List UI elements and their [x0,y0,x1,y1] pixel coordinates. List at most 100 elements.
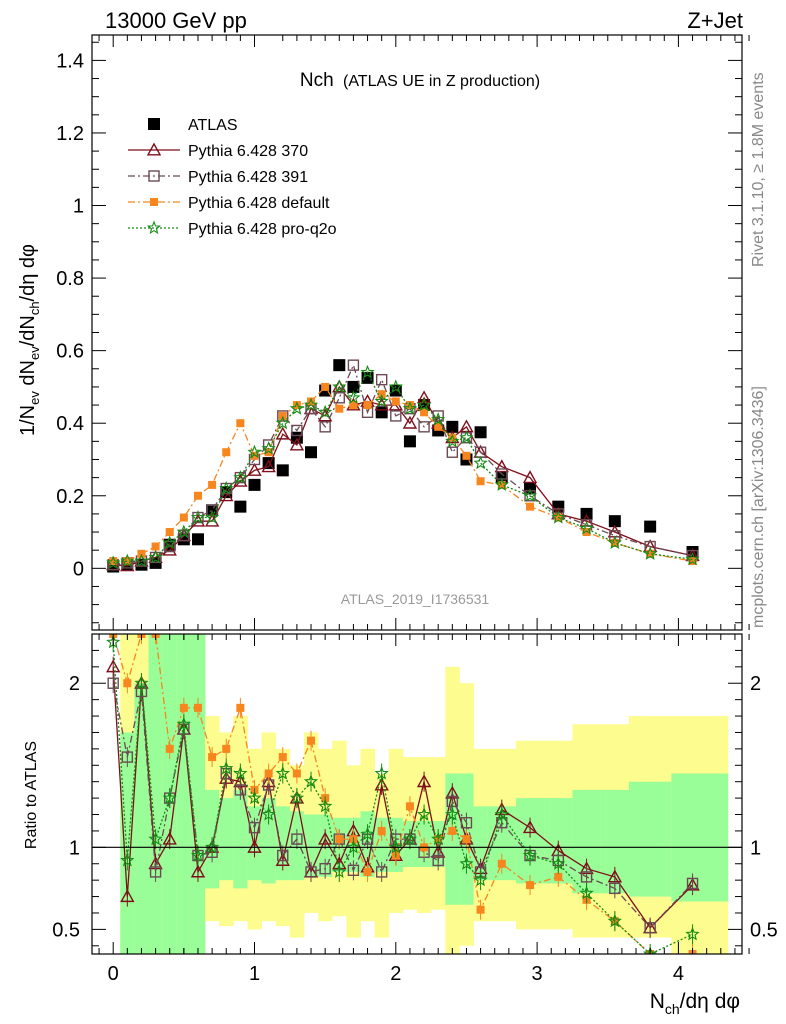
ratio-point-pythia-6-428-default [377,826,386,835]
x-tick-label: 3 [532,963,543,985]
ratio-point-pythia-6-428-pro-q2o [579,885,594,900]
ratio-point-pythia-6-428-pro-q2o [642,946,658,954]
green-band-bin [219,798,234,881]
x-tick-label: 2 [390,963,401,985]
point-pythia-6-428-default [222,448,231,457]
point-pythia-6-428-pro-q2o [642,546,658,560]
point-pythia-6-428-default [462,451,471,460]
point-pythia-6-428-default [165,528,174,537]
ratio-point-pythia-6-428-default [222,744,231,753]
point-pythia-6-428-pro-q2o [303,397,319,412]
ratio-point-pythia-6-428-default [165,744,174,753]
point-atlas [305,446,318,459]
ratio-line-pythia-6-428-391 [112,683,693,929]
point-pythia-6-428-pro-q2o [431,412,446,426]
point-pythia-6-428-pro-q2o [219,481,234,495]
point-pythia-6-428-pro-q2o [120,553,135,568]
ratio-point-pythia-6-428-pro-q2o [522,848,538,862]
point-pythia-6-428-pro-q2o [289,401,305,415]
point-pythia-6-428-default [476,477,485,486]
axis-ticks: 0 1 2 3 4 0 0.2 0.4 0.6 0.8 1 1.2 1.4 0.5 0.5 1 1 2 2 [52,35,778,985]
point-atlas [446,420,459,433]
ratio-point-pythia-6-428-pro-q2o [607,913,622,928]
point-pythia-6-428-370 [579,513,594,527]
point-pythia-6-428-default [434,422,443,431]
ratio-point-pythia-6-428-pro-q2o [374,766,389,780]
ratio-point-pythia-6-428-pro-q2o [360,826,375,841]
ratio-y-tick-label-right: 0.5 [750,919,778,941]
point-pythia-6-428-default [497,480,506,489]
green-band-bin [628,781,672,897]
ratio-point-pythia-6-428-pro-q2o [402,831,418,846]
ratio-point-pythia-6-428-pro-q2o [190,847,206,862]
point-pythia-6-428-pro-q2o [106,555,121,569]
ratio-point-pythia-6-428-pro-q2o [494,806,509,821]
point-pythia-6-428-default [208,480,217,489]
ratio-point-pythia-6-428-default [123,679,132,688]
point-atlas [347,380,360,393]
rivet-version-label: Rivet 3.1.10, ≥ 1.8M events [750,72,767,267]
ratio-y-tick-label: 1 [69,837,80,859]
point-pythia-6-428-default [236,419,245,428]
point-pythia-6-428-pro-q2o [374,393,389,408]
ratio-plot-frame [91,633,743,955]
ratio-point-pythia-6-428-pro-q2o [247,790,262,805]
ratio-point-pythia-6-428-391 [277,849,289,862]
x-tick-label: 0 [108,963,119,985]
ratio-point-pythia-6-428-391 [149,866,162,878]
point-pythia-6-428-370 [522,470,538,484]
point-pythia-6-428-pro-q2o [176,524,192,539]
series-line-pythia-6-428-default [113,385,693,562]
point-pythia-6-428-pro-q2o [148,549,163,564]
series-line-pythia-6-428-pro-q2o [113,370,693,564]
ratio-point-pythia-6-428-391 [107,677,119,689]
point-pythia-6-428-default [582,528,591,537]
y-tick-label: 0.2 [56,486,84,508]
point-pythia-6-428-391 [277,410,289,422]
analysis-watermark: ATLAS_2019_I1736531 [341,591,490,607]
ratio-point-pythia-6-428-default [405,802,414,811]
legend: ATLAS Pythia 6.428 370 Pythia 6.428 391 Pyt… [128,117,337,238]
legend-marker-pythia-6-428-default [150,198,158,206]
point-pythia-6-428-default [391,397,400,406]
ratio-point-pythia-6-428-default [462,835,471,844]
point-pythia-6-428-pro-q2o [317,404,333,419]
ratio-point-pythia-6-428-pro-q2o [162,790,177,805]
point-pythia-6-428-391 [333,392,345,404]
green-band-bin [233,789,248,889]
ratio-point-pythia-6-428-391 [121,751,134,763]
point-pythia-6-428-391 [164,540,176,553]
legend-label-pythia-6-428-default: Pythia 6.428 default [188,195,330,212]
point-pythia-6-428-pro-q2o [522,488,538,502]
ratio-point-pythia-6-428-370 [416,774,432,788]
green-band-bin [671,773,729,902]
point-pythia-6-428-391 [446,446,459,458]
ratio-point-pythia-6-428-pro-q2o [233,766,248,780]
y-axis-label-ratio: Ratio to ATLAS [23,741,40,849]
y-tick-label: 0.6 [56,341,84,363]
point-atlas [234,500,247,513]
point-pythia-6-428-391 [319,421,331,433]
y-tick-label: 0.8 [56,268,84,290]
point-pythia-6-428-370 [247,462,262,476]
ratio-point-pythia-6-428-pro-q2o [303,774,319,788]
ratio-point-pythia-6-428-391 [580,871,593,883]
ratio-point-pythia-6-428-391 [609,882,621,895]
x-axis-label: Nch/dη dφ [650,990,740,1017]
point-pythia-6-428-391 [390,410,402,422]
point-pythia-6-428-370 [289,437,305,451]
ratio-point-pythia-6-428-default [307,736,316,745]
ratio-line-pythia-6-428-default [112,634,693,954]
point-pythia-6-428-pro-q2o [247,444,262,459]
ratio-point-pythia-6-428-370 [190,864,206,878]
ratio-point-pythia-6-428-pro-q2o [134,675,149,690]
ratio-point-pythia-6-428-default [236,703,245,712]
green-band-bin [134,683,149,954]
point-pythia-6-428-default [292,401,301,410]
ratio-point-pythia-6-428-pro-q2o [120,853,135,867]
ratio-point-pythia-6-428-391 [644,922,656,934]
ratio-point-pythia-6-428-default [208,753,217,762]
point-pythia-6-428-pro-q2o [494,477,509,491]
ratio-point-pythia-6-428-pro-q2o [332,864,347,879]
y-tick-label: 1 [73,196,84,218]
